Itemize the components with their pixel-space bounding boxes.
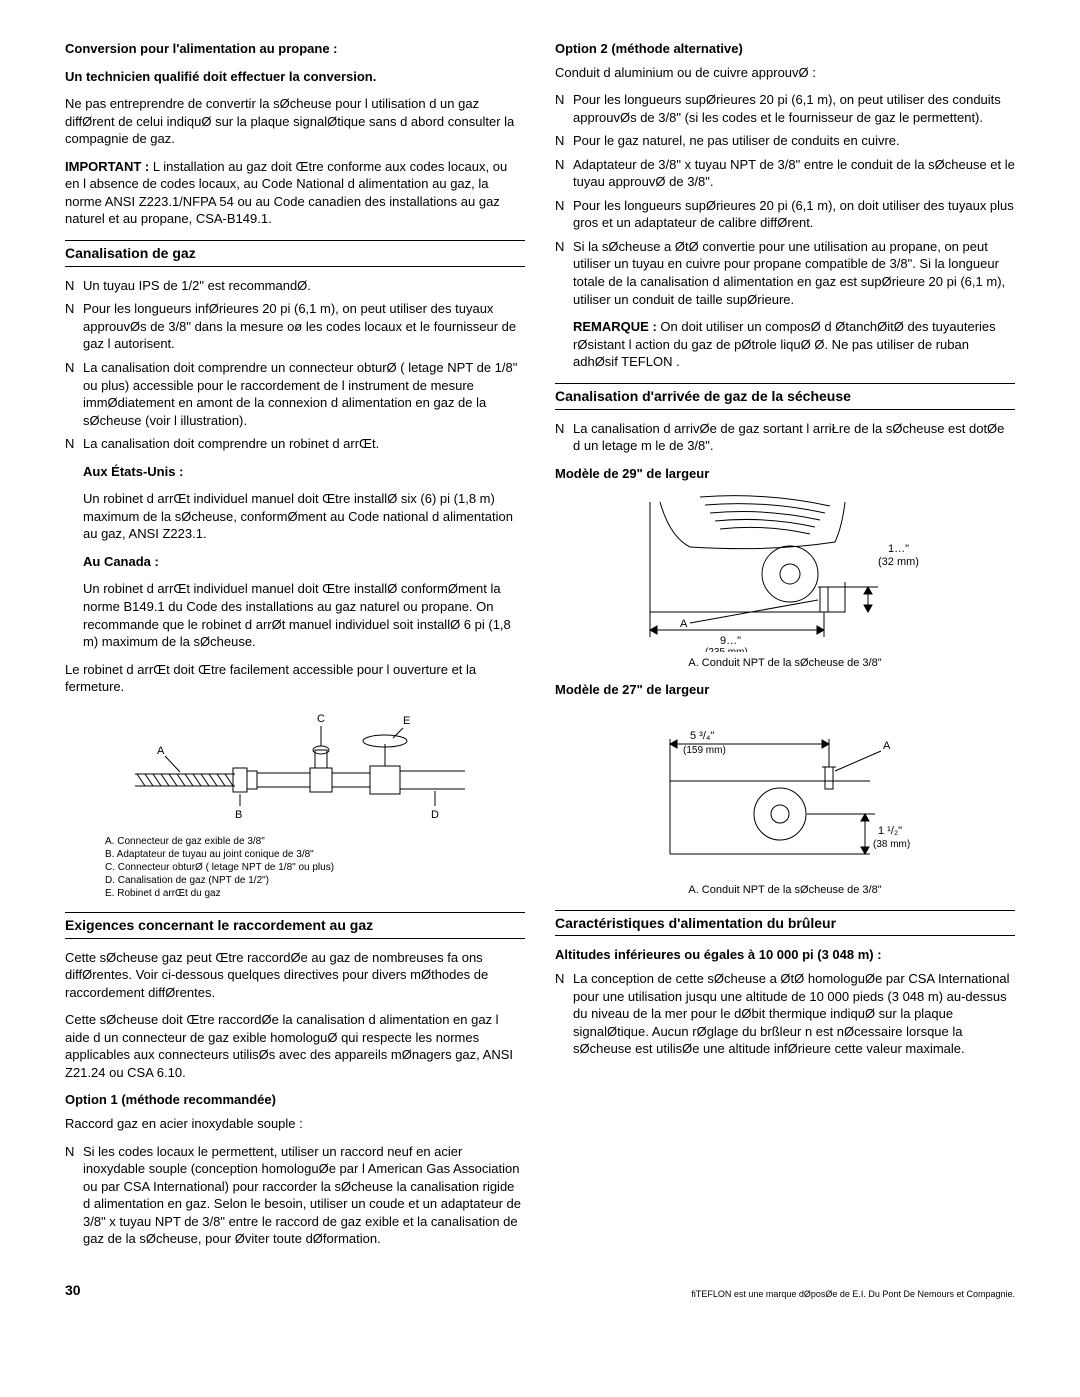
label-a: A xyxy=(680,618,688,630)
aux-etats-unis-label: Aux États-Unis : xyxy=(83,463,525,481)
diagram1-captions: A. Connecteur de gaz exible de 3/8" B. A… xyxy=(65,835,525,900)
list-item: La canalisation d arrivØe de gaz sortant… xyxy=(555,420,1015,455)
svg-text:(38 mm): (38 mm) xyxy=(873,839,910,850)
list-item: Si les codes locaux le permettent, utili… xyxy=(65,1143,525,1248)
svg-text:(159 mm): (159 mm) xyxy=(683,745,726,756)
bullets-canalisation: Un tuyau IPS de 1/2" est recommandØ. Pou… xyxy=(65,277,525,453)
arrivee-bullets: La canalisation d arrivØe de gaz sortant… xyxy=(555,420,1015,455)
section-arrivee: Canalisation d'arrivée de gaz de la séch… xyxy=(555,383,1015,410)
au-canada-label: Au Canada : xyxy=(83,553,525,571)
svg-text:A: A xyxy=(157,745,165,757)
list-item: Pour les longueurs supØrieures 20 pi (6,… xyxy=(555,197,1015,232)
page-footer: 30 fiTEFLON est une marque dØposØe de E.… xyxy=(65,1268,1015,1300)
right-column: Option 2 (méthode alternative) Conduit d… xyxy=(555,40,1015,1258)
option2-bullets: Pour les longueurs supØrieures 20 pi (6,… xyxy=(555,91,1015,308)
section-bruleur: Caractéristiques d'alimentation du brûle… xyxy=(555,910,1015,937)
robinet-text: Le robinet d arrŒt doit Œtre facilement … xyxy=(65,661,525,696)
diagram-model27: 5 ³/₄" (159 mm) 1 ¹/₂" (38 mm) A A. Cond… xyxy=(555,709,1015,898)
svg-text:B: B xyxy=(235,809,242,821)
svg-text:D: D xyxy=(431,809,439,821)
svg-text:A: A xyxy=(883,740,891,752)
left-column: Conversion pour l'alimentation au propan… xyxy=(65,40,525,1258)
important-label: IMPORTANT : xyxy=(65,159,149,174)
svg-text:E: E xyxy=(403,715,410,727)
conversion-sub: Un technicien qualifié doit effectuer la… xyxy=(65,68,525,86)
list-item: Adaptateur de 3/8" x tuyau NPT de 3/8" e… xyxy=(555,156,1015,191)
diagram3-caption: A. Conduit NPT de la sØcheuse de 3/8" xyxy=(555,883,1015,898)
dim-label: (235 mm) xyxy=(705,647,748,652)
option2-label: Option 2 (méthode alternative) xyxy=(555,40,1015,58)
list-item: Un tuyau IPS de 1/2" est recommandØ. xyxy=(65,277,525,295)
dim-label: (32 mm) xyxy=(878,556,919,568)
section-exigences: Exigences concernant le raccordement au … xyxy=(65,912,525,939)
option1-bullets: Si les codes locaux le permettent, utili… xyxy=(65,1143,525,1248)
option2-sub: Conduit d aluminium ou de cuivre approuv… xyxy=(555,64,1015,82)
list-item: Si la sØcheuse a ØtØ convertie pour une … xyxy=(555,238,1015,308)
dim-label: 9…" xyxy=(720,635,741,647)
altitude-label: Altitudes inférieures ou égales à 10 000… xyxy=(555,946,1015,964)
dim-label: 1…" xyxy=(888,543,909,555)
svg-text:C: C xyxy=(317,713,325,725)
conversion-title: Conversion pour l'alimentation au propan… xyxy=(65,40,525,58)
model27-label: Modèle de 27" de largeur xyxy=(555,681,1015,699)
important-paragraph: IMPORTANT : L installation au gaz doit Œ… xyxy=(65,158,525,228)
teflon-footnote: fiTEFLON est une marque dØposØe de E.I. … xyxy=(691,1288,1015,1300)
list-item: La conception de cette sØcheuse a ØtØ ho… xyxy=(555,970,1015,1058)
svg-text:5 ³/₄": 5 ³/₄" xyxy=(690,730,714,742)
diagram-gas-pipe: A B C D E A. Connecteur de gaz exible de… xyxy=(65,706,525,900)
svg-text:1 ¹/₂": 1 ¹/₂" xyxy=(878,825,902,837)
remarque-label: REMARQUE : xyxy=(573,319,657,334)
list-item: Pour les longueurs infØrieures 20 pi (6,… xyxy=(65,300,525,353)
option1-label: Option 1 (méthode recommandée) xyxy=(65,1091,525,1109)
model29-label: Modèle de 29" de largeur xyxy=(555,465,1015,483)
diagram2-caption: A. Conduit NPT de la sØcheuse de 3/8" xyxy=(555,656,1015,671)
page-number: 30 xyxy=(65,1281,81,1300)
list-item: La canalisation doit comprendre un conne… xyxy=(65,359,525,429)
remarque-paragraph: REMARQUE : On doit utiliser un composØ d… xyxy=(555,318,1015,371)
list-item: Pour les longueurs supØrieures 20 pi (6,… xyxy=(555,91,1015,126)
option1-sub: Raccord gaz en acier inoxydable souple : xyxy=(65,1115,525,1133)
exigences-p2: Cette sØcheuse doit Œtre raccordØe la ca… xyxy=(65,1011,525,1081)
list-item: La canalisation doit comprendre un robin… xyxy=(65,435,525,453)
diagram-model29: 1…" (32 mm) 9…" (235 mm) A A. Conduit NP… xyxy=(555,492,1015,671)
two-column-layout: Conversion pour l'alimentation au propan… xyxy=(65,40,1015,1258)
exigences-p1: Cette sØcheuse gaz peut Œtre raccordØe a… xyxy=(65,949,525,1002)
aux-etats-unis-text: Un robinet d arrŒt individuel manuel doi… xyxy=(83,490,525,543)
section-canalisation-gaz: Canalisation de gaz xyxy=(65,240,525,267)
au-canada-text: Un robinet d arrŒt individuel manuel doi… xyxy=(83,580,525,650)
altitude-bullets: La conception de cette sØcheuse a ØtØ ho… xyxy=(555,970,1015,1058)
list-item: Pour le gaz naturel, ne pas utiliser de … xyxy=(555,132,1015,150)
conversion-paragraph: Ne pas entreprendre de convertir la sØch… xyxy=(65,95,525,148)
